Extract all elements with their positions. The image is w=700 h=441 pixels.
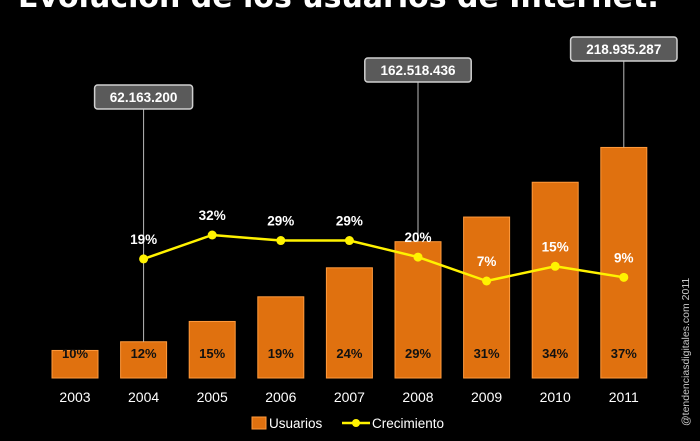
watermark: @tendenciasdigitales.com 2011 — [680, 277, 692, 426]
point-crecimiento-2006 — [276, 236, 286, 246]
legend-label-usuarios: Usuarios — [269, 416, 323, 431]
callout-text-2011: 218.935.287 — [586, 42, 661, 57]
x-tick-label-2009: 2009 — [471, 389, 502, 405]
x-tick-label-2011: 2011 — [609, 389, 639, 405]
legend-swatch-usuarios — [251, 416, 267, 430]
point-label-crecimiento-2009: 7% — [477, 254, 497, 269]
bar-usuarios-2004 — [120, 341, 168, 379]
point-label-crecimiento-2008: 20% — [404, 230, 431, 245]
x-tick-label-2005: 2005 — [197, 389, 228, 405]
point-crecimiento-2009 — [482, 276, 492, 286]
bar-usuarios-2009 — [463, 216, 511, 379]
bar-usuarios-2008 — [394, 241, 442, 379]
x-tick-label-2004: 2004 — [128, 389, 159, 405]
bar-usuarios-2003 — [51, 349, 99, 379]
bar-label-2007: 24% — [336, 346, 362, 361]
callout-text-2004: 62.163.200 — [110, 90, 178, 105]
legend-label-crecimiento: Crecimiento — [372, 416, 444, 431]
bar-usuarios-2010 — [531, 181, 579, 379]
callout-box-2008 — [364, 57, 472, 83]
bar-label-2003: 10% — [62, 346, 88, 361]
point-label-crecimiento-2006: 29% — [267, 214, 294, 229]
point-crecimiento-2005 — [207, 230, 217, 240]
bar-usuarios-2006 — [257, 296, 305, 379]
x-tick-label-2006: 2006 — [265, 389, 296, 405]
callout-box-2011 — [569, 36, 678, 62]
point-label-crecimiento-2011: 9% — [614, 250, 634, 265]
bar-label-2010: 34% — [542, 346, 568, 361]
bar-label-2011: 37% — [611, 346, 637, 361]
point-crecimiento-2007 — [344, 236, 354, 246]
point-crecimiento-2008 — [413, 252, 423, 262]
x-tick-label-2010: 2010 — [540, 389, 571, 405]
bar-label-2004: 12% — [131, 346, 157, 361]
point-label-crecimiento-2007: 29% — [336, 214, 363, 229]
point-label-crecimiento-2004: 19% — [130, 232, 157, 247]
legend-marker-crecimiento — [352, 419, 360, 427]
x-tick-label-2008: 2008 — [402, 389, 433, 405]
chart-title: Evolución de los usuarios de Internet. — [18, 0, 659, 15]
bar-label-2008: 29% — [405, 346, 431, 361]
line-crecimiento — [143, 233, 624, 283]
point-crecimiento-2011 — [619, 272, 629, 282]
x-tick-label-2003: 2003 — [59, 389, 90, 405]
bar-usuarios-2011 — [600, 146, 648, 379]
x-tick-label-2007: 2007 — [334, 389, 365, 405]
point-label-crecimiento-2005: 32% — [199, 208, 226, 223]
point-label-crecimiento-2010: 15% — [542, 239, 569, 254]
point-crecimiento-2010 — [550, 261, 560, 271]
bar-label-2006: 19% — [268, 346, 294, 361]
bar-label-2009: 31% — [474, 346, 500, 361]
bar-usuarios-2007 — [325, 267, 373, 379]
callout-text-2008: 162.518.436 — [380, 63, 456, 78]
bar-label-2005: 15% — [199, 346, 225, 361]
callout-box-2004 — [93, 84, 194, 110]
point-crecimiento-2004 — [139, 254, 149, 264]
bar-usuarios-2005 — [188, 320, 236, 379]
